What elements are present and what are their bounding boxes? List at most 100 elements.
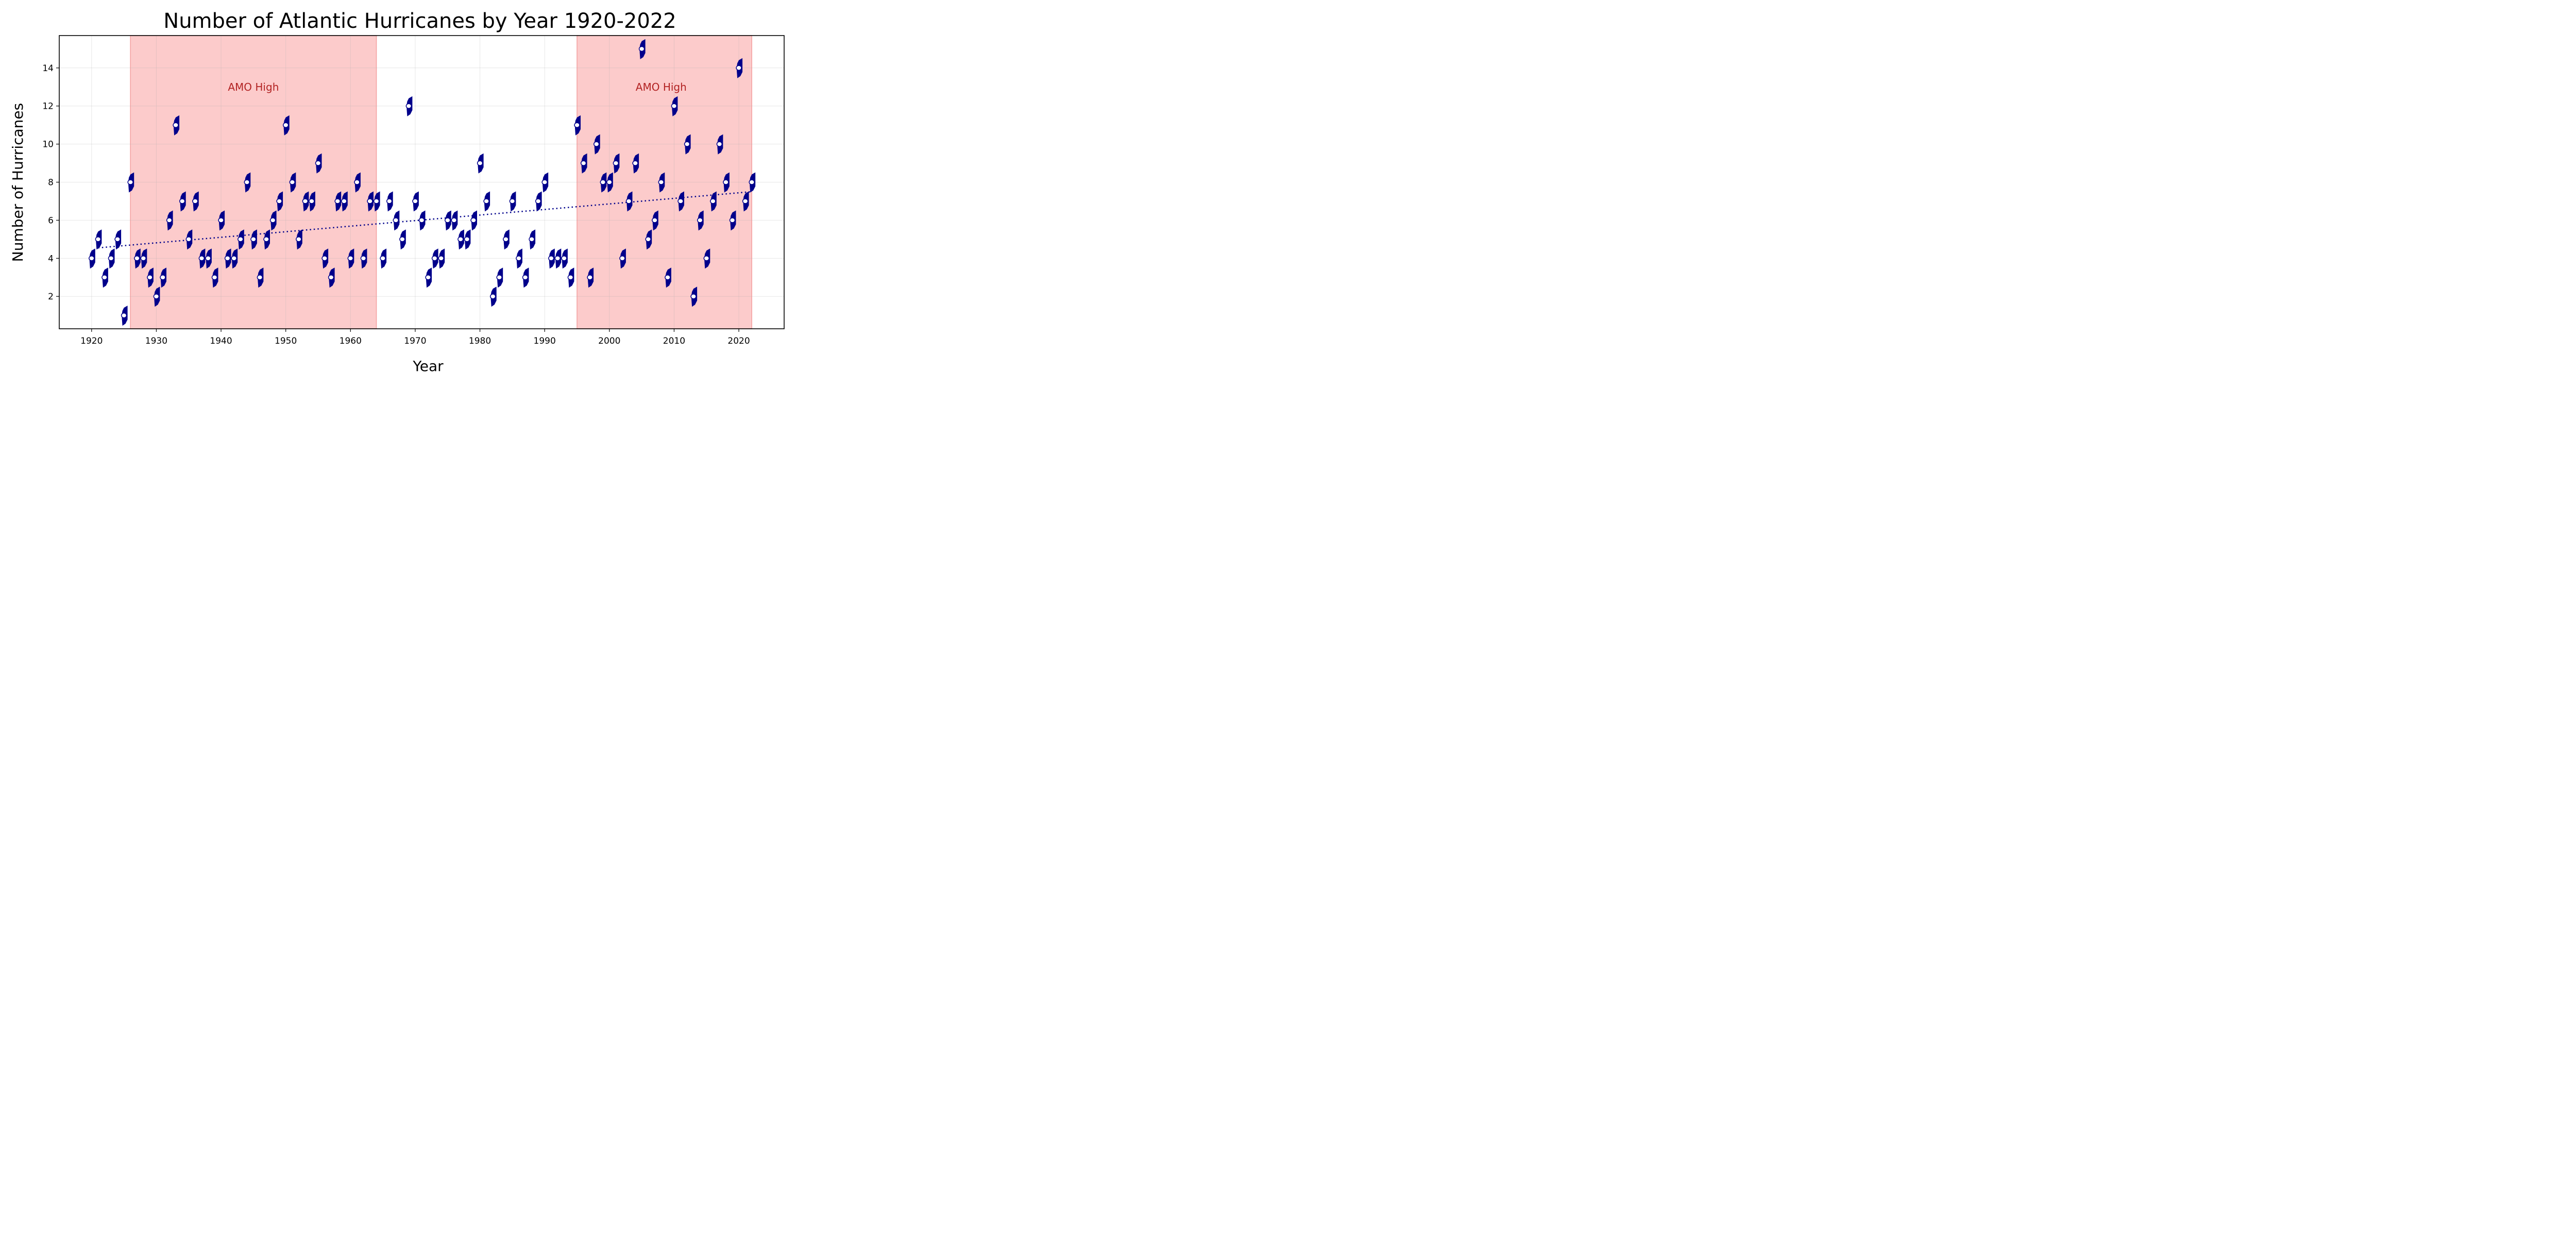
hurricane-marker — [600, 172, 607, 193]
hurricane-marker — [489, 287, 497, 307]
hurricane-marker — [341, 191, 348, 212]
hurricane-marker — [173, 115, 180, 136]
hurricane-marker — [561, 248, 568, 269]
hurricane-marker — [160, 267, 166, 288]
hurricane-marker-eye — [522, 274, 529, 280]
hurricane-marker — [684, 134, 691, 155]
hurricane-marker — [587, 267, 594, 288]
hurricane-marker — [723, 172, 730, 193]
amo-label-1: AMO High — [228, 81, 279, 93]
hurricane-marker-eye — [367, 198, 373, 204]
hurricane-marker-eye — [263, 237, 269, 242]
x-tick-label: 1990 — [534, 336, 556, 346]
hurricane-marker-eye — [723, 179, 729, 185]
hurricane-marker-eye — [632, 160, 638, 166]
hurricane-marker — [328, 267, 335, 288]
hurricane-marker-eye — [405, 103, 412, 109]
hurricane-marker — [393, 210, 400, 231]
hurricane-marker — [360, 248, 367, 269]
hurricane-marker-eye — [153, 293, 160, 299]
shaded-regions — [130, 35, 752, 329]
hurricane-marker-eye — [166, 217, 173, 223]
hurricane-marker-eye — [703, 256, 710, 261]
hurricane-marker-eye — [250, 237, 257, 242]
hurricane-marker-eye — [140, 256, 147, 261]
hurricane-marker-eye — [677, 198, 684, 204]
hurricane-marker-eye — [606, 179, 613, 185]
hurricane-marker — [665, 267, 671, 288]
hurricane-marker — [457, 229, 464, 250]
hurricane-marker — [464, 229, 471, 250]
hurricane-marker-eye — [198, 256, 205, 261]
hurricane-marker-eye — [489, 293, 496, 299]
hurricane-marker-eye — [244, 179, 250, 185]
hurricane-marker — [554, 248, 562, 269]
hurricane-marker-eye — [684, 141, 690, 147]
hurricane-marker-eye — [179, 198, 185, 204]
hurricane-marker-eye — [269, 217, 276, 223]
hurricane-marker — [276, 191, 283, 212]
y-tick-label: 8 — [48, 178, 54, 188]
hurricane-marker-eye — [710, 198, 716, 204]
hurricane-marker — [574, 115, 581, 136]
hurricane-marker — [625, 191, 633, 212]
hurricane-marker — [438, 248, 445, 269]
x-axis-ticks: 1920 1930 1940 1950 1960 1970 1980 1990 2000 2010… — [80, 329, 750, 346]
hurricane-marker — [477, 153, 484, 174]
hurricane-marker — [470, 210, 477, 231]
y-tick-label: 6 — [48, 215, 54, 226]
y-tick-label: 14 — [42, 63, 54, 74]
hurricane-marker — [412, 191, 419, 212]
hurricane-marker-eye — [445, 217, 451, 223]
hurricane-marker-eye — [276, 198, 282, 204]
chart-title: Number of Atlantic Hurricanes by Year 19… — [163, 9, 676, 33]
hurricane-marker — [522, 267, 529, 288]
hurricane-marker-eye — [638, 46, 645, 52]
hurricane-marker — [503, 229, 510, 250]
hurricane-marker — [677, 191, 684, 212]
hurricane-marker-eye — [697, 217, 703, 223]
hurricane-marker — [697, 210, 704, 231]
amo-region-1 — [130, 35, 377, 329]
hurricane-marker-eye — [554, 256, 561, 261]
hurricane-marker-eye — [334, 198, 341, 204]
hurricane-marker-eye — [238, 237, 244, 242]
hurricane-marker-eye — [95, 237, 101, 242]
hurricane-marker-eye — [503, 237, 509, 242]
hurricane-marker-eye — [619, 256, 625, 261]
hurricane-marker — [619, 248, 626, 269]
hurricane-marker-eye — [548, 256, 554, 261]
amo-label-2: AMO High — [636, 81, 687, 93]
hurricane-marker — [354, 172, 361, 193]
hurricane-marker — [671, 96, 678, 116]
hurricane-marker — [613, 153, 620, 174]
hurricane-marker — [121, 306, 128, 326]
hurricane-marker-eye — [561, 256, 567, 261]
hurricane-marker-eye — [438, 256, 444, 261]
hurricane-marker — [282, 115, 290, 136]
hurricane-marker — [690, 287, 698, 307]
x-tick-label: 1960 — [340, 336, 362, 346]
hurricane-marker — [367, 191, 374, 212]
hurricane-marker-eye — [645, 237, 651, 242]
hurricane-marker-eye — [736, 65, 742, 71]
hurricane-marker — [289, 172, 296, 193]
hurricane-marker — [652, 210, 658, 231]
hurricane-marker-eye — [652, 217, 658, 223]
y-tick-label: 4 — [48, 254, 54, 264]
grid-lines — [59, 36, 784, 329]
hurricane-marker-eye — [347, 256, 354, 261]
hurricane-marker — [716, 134, 723, 155]
hurricane-marker — [749, 172, 756, 193]
hurricane-marker — [580, 153, 587, 174]
hurricane-marker-eye — [185, 237, 192, 242]
hurricane-marker-eye — [509, 198, 516, 204]
trendline-group — [98, 191, 752, 249]
hurricane-marker — [101, 267, 108, 288]
hurricane-marker — [386, 191, 393, 212]
hurricane-marker-eye — [451, 217, 457, 223]
hurricane-marker — [516, 248, 522, 269]
hurricane-marker — [380, 248, 387, 269]
hurricane-marker-eye — [282, 122, 289, 128]
hurricane-marker-eye — [231, 256, 237, 261]
